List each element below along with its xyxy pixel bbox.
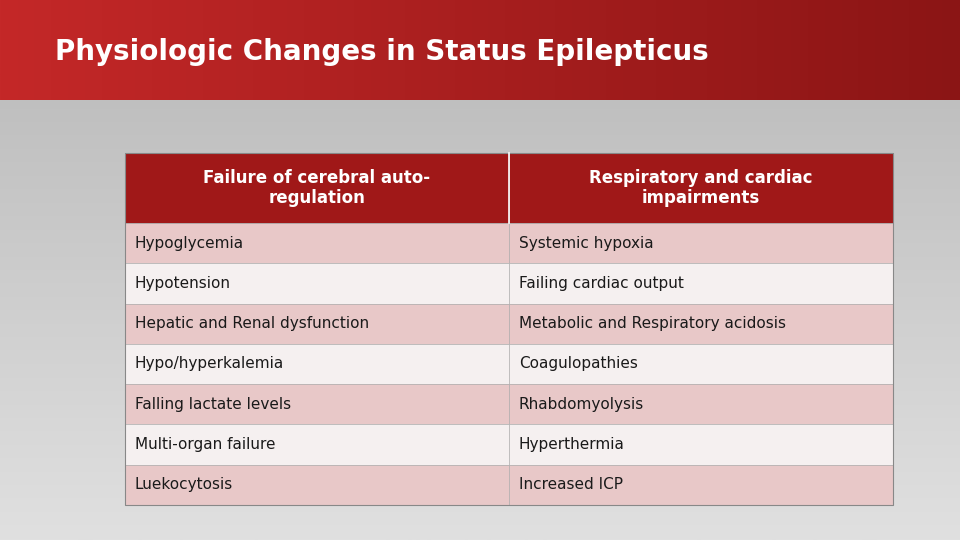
FancyBboxPatch shape — [125, 264, 509, 303]
Text: Failure of cerebral auto-
regulation: Failure of cerebral auto- regulation — [204, 168, 430, 207]
Text: Multi-organ failure: Multi-organ failure — [134, 437, 276, 452]
Text: Metabolic and Respiratory acidosis: Metabolic and Respiratory acidosis — [518, 316, 786, 331]
Text: Rhabdomyolysis: Rhabdomyolysis — [518, 397, 644, 411]
Text: Hypotension: Hypotension — [134, 276, 230, 291]
Text: Hypo/hyperkalemia: Hypo/hyperkalemia — [134, 356, 284, 372]
FancyBboxPatch shape — [509, 424, 893, 464]
Text: Falling lactate levels: Falling lactate levels — [134, 397, 291, 411]
FancyBboxPatch shape — [509, 153, 893, 223]
Text: Increased ICP: Increased ICP — [518, 477, 623, 492]
FancyBboxPatch shape — [509, 303, 893, 344]
FancyBboxPatch shape — [509, 344, 893, 384]
Text: Failing cardiac output: Failing cardiac output — [518, 276, 684, 291]
Text: Systemic hypoxia: Systemic hypoxia — [518, 236, 654, 251]
FancyBboxPatch shape — [125, 223, 509, 264]
Text: Physiologic Changes in Status Epilepticus: Physiologic Changes in Status Epilepticu… — [55, 38, 708, 66]
FancyBboxPatch shape — [125, 303, 509, 344]
FancyBboxPatch shape — [509, 264, 893, 303]
FancyBboxPatch shape — [125, 464, 509, 505]
FancyBboxPatch shape — [125, 344, 509, 384]
FancyBboxPatch shape — [125, 424, 509, 464]
Text: Coagulopathies: Coagulopathies — [518, 356, 637, 372]
FancyBboxPatch shape — [125, 384, 509, 424]
Text: Hepatic and Renal dysfunction: Hepatic and Renal dysfunction — [134, 316, 369, 331]
FancyBboxPatch shape — [125, 153, 509, 223]
FancyBboxPatch shape — [509, 384, 893, 424]
Text: Respiratory and cardiac
impairments: Respiratory and cardiac impairments — [589, 168, 812, 207]
FancyBboxPatch shape — [509, 223, 893, 264]
Text: Luekocytosis: Luekocytosis — [134, 477, 233, 492]
Text: Hypoglycemia: Hypoglycemia — [134, 236, 244, 251]
FancyBboxPatch shape — [509, 464, 893, 505]
Text: Hyperthermia: Hyperthermia — [518, 437, 625, 452]
